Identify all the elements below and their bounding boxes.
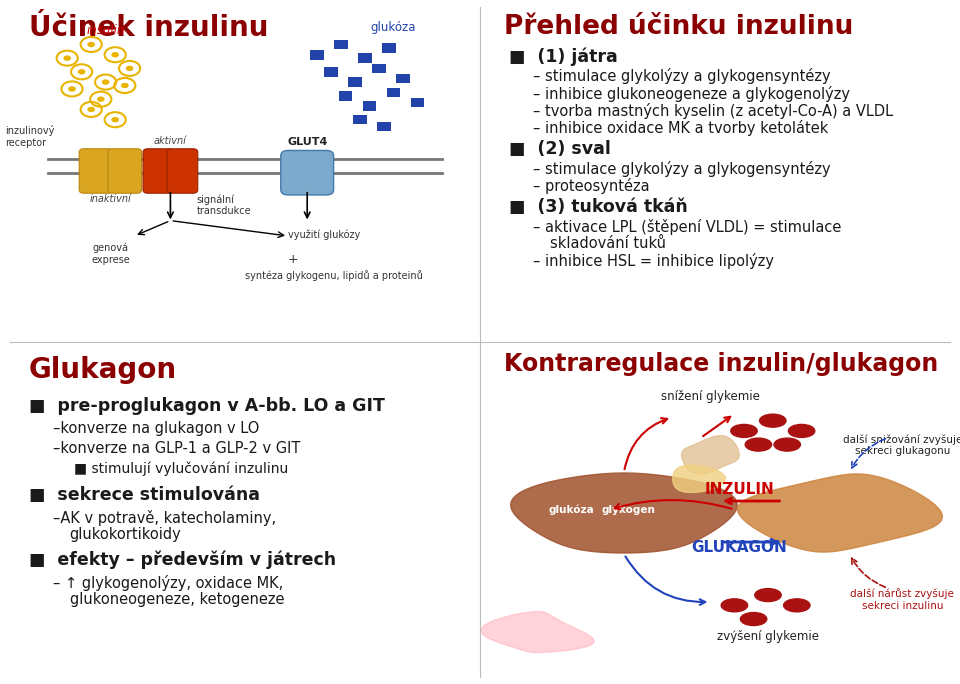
FancyBboxPatch shape [280, 150, 334, 195]
FancyBboxPatch shape [382, 43, 396, 53]
Text: skladování tuků: skladování tuků [549, 236, 665, 251]
FancyBboxPatch shape [310, 50, 324, 60]
Ellipse shape [759, 414, 786, 427]
Circle shape [102, 79, 109, 85]
FancyBboxPatch shape [334, 40, 348, 49]
Text: Glukagon: Glukagon [29, 356, 177, 384]
FancyBboxPatch shape [143, 149, 174, 194]
Text: inaktivní: inaktivní [89, 194, 132, 204]
Text: –AK v potravě, katecholaminy,: –AK v potravě, katecholaminy, [53, 510, 276, 525]
Text: – tvorba mastných kyselin (z acetyl-Co-A) a VLDL: – tvorba mastných kyselin (z acetyl-Co-A… [533, 103, 893, 118]
Text: – inhibice HSL = inhibice lipolýzy: – inhibice HSL = inhibice lipolýzy [533, 253, 774, 269]
Text: syntéza glykogenu, lipidů a proteinů: syntéza glykogenu, lipidů a proteinů [245, 270, 422, 281]
Circle shape [121, 83, 129, 88]
FancyBboxPatch shape [353, 115, 367, 124]
Text: – inhibice glukoneogeneze a glykogenolýzy: – inhibice glukoneogeneze a glykogenolýz… [533, 86, 850, 101]
FancyBboxPatch shape [167, 149, 198, 194]
Ellipse shape [745, 438, 772, 451]
Text: glukokortikoidy: glukokortikoidy [69, 527, 181, 542]
Polygon shape [673, 465, 726, 492]
Circle shape [68, 86, 76, 92]
Circle shape [87, 42, 95, 47]
Text: Účinek inzulinu: Účinek inzulinu [29, 14, 268, 42]
Text: – proteosyntéza: – proteosyntéza [533, 178, 649, 194]
Text: další snižování zvyšuje
sekreci glukagonu: další snižování zvyšuje sekreci glukagon… [843, 434, 960, 456]
FancyBboxPatch shape [324, 67, 338, 77]
Ellipse shape [731, 424, 757, 438]
Text: ■  (3) tuková tkáň: ■ (3) tuková tkáň [509, 198, 687, 216]
Text: ■  pre-proglukagon v A-bb. LO a GIT: ■ pre-proglukagon v A-bb. LO a GIT [29, 397, 385, 415]
FancyBboxPatch shape [396, 74, 410, 83]
Text: Kontraregulace inzulin/glukagon: Kontraregulace inzulin/glukagon [504, 352, 938, 376]
FancyBboxPatch shape [348, 77, 362, 87]
Text: signální
transdukce: signální transdukce [197, 194, 252, 216]
Text: aktivní: aktivní [154, 135, 187, 146]
FancyBboxPatch shape [79, 149, 113, 194]
Ellipse shape [783, 599, 810, 612]
FancyBboxPatch shape [372, 64, 386, 73]
Text: glykogen: glykogen [602, 505, 656, 514]
FancyBboxPatch shape [411, 98, 424, 107]
Text: ■ stimulují vylučování inzulinu: ■ stimulují vylučování inzulinu [75, 462, 289, 476]
Circle shape [87, 107, 95, 112]
Text: glukóza: glukóza [371, 21, 417, 34]
Circle shape [111, 117, 119, 122]
Text: další nárůst zvyšuje
sekreci inzulinu: další nárůst zvyšuje sekreci inzulinu [851, 588, 954, 611]
FancyBboxPatch shape [377, 122, 391, 131]
Text: – inhibice oxidace MK a tvorby ketolátek: – inhibice oxidace MK a tvorby ketolátek [533, 120, 828, 135]
Polygon shape [682, 436, 739, 474]
Text: využití glukózy: využití glukózy [288, 229, 360, 239]
Text: glukoneogeneze, ketogeneze: glukoneogeneze, ketogeneze [69, 592, 284, 607]
Text: ■  (2) sval: ■ (2) sval [509, 140, 611, 158]
Circle shape [97, 96, 105, 102]
Text: Přehled účinku inzulinu: Přehled účinku inzulinu [504, 14, 853, 40]
Circle shape [63, 55, 71, 61]
FancyBboxPatch shape [339, 91, 352, 101]
Text: – stimulace glykolýzy a glykogensyntézy: – stimulace glykolýzy a glykogensyntézy [533, 68, 830, 84]
Text: insulin: insulin [86, 24, 125, 37]
Ellipse shape [740, 613, 767, 625]
Text: genová
exprese: genová exprese [91, 243, 130, 265]
Ellipse shape [721, 599, 748, 612]
Circle shape [78, 69, 85, 75]
Text: – ↑ glykogenolýzy, oxidace MK,: – ↑ glykogenolýzy, oxidace MK, [53, 575, 283, 590]
FancyBboxPatch shape [358, 53, 372, 63]
Text: ■  efekty – především v játrech: ■ efekty – především v játrech [29, 551, 336, 569]
Text: ■  sekrece stimulována: ■ sekrece stimulována [29, 486, 260, 503]
Text: INZULIN: INZULIN [705, 482, 774, 497]
Text: –konverze na GLP-1 a GLP-2 v GIT: –konverze na GLP-1 a GLP-2 v GIT [53, 441, 300, 456]
Text: zvýšení glykemie: zvýšení glykemie [717, 629, 819, 642]
FancyBboxPatch shape [108, 149, 142, 194]
Polygon shape [481, 611, 594, 653]
Text: – aktivace LPL (štěpení VLDL) = stimulace: – aktivace LPL (štěpení VLDL) = stimulac… [533, 219, 841, 235]
FancyBboxPatch shape [387, 88, 400, 97]
Text: +: + [288, 253, 299, 266]
Polygon shape [511, 473, 737, 553]
Ellipse shape [755, 588, 781, 602]
Text: ■  (1) játra: ■ (1) játra [509, 48, 617, 66]
Text: snížení glykemie: snížení glykemie [661, 390, 759, 403]
Circle shape [111, 52, 119, 57]
Polygon shape [737, 474, 943, 552]
Text: glukóza: glukóza [548, 504, 594, 515]
Ellipse shape [774, 438, 801, 451]
Text: – stimulace glykolýzy a glykogensyntézy: – stimulace glykolýzy a glykogensyntézy [533, 161, 830, 176]
Circle shape [126, 66, 133, 71]
Text: GLUKAGON: GLUKAGON [691, 540, 787, 555]
Text: GLUT4: GLUT4 [287, 137, 327, 147]
Ellipse shape [788, 424, 815, 438]
Text: –konverze na glukagon v LO: –konverze na glukagon v LO [53, 421, 259, 436]
FancyBboxPatch shape [363, 101, 376, 111]
Text: inzulinový
receptor: inzulinový receptor [5, 125, 54, 148]
